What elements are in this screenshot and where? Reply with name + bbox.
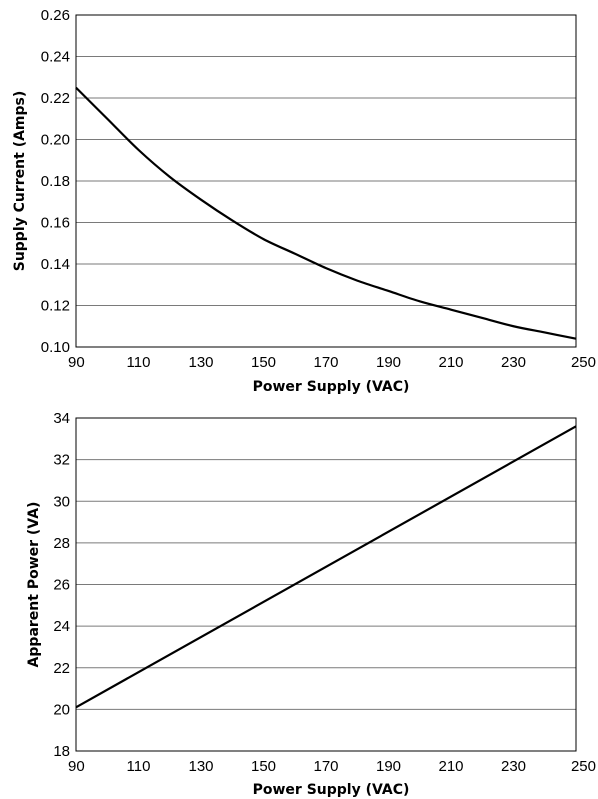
y-tick-label: 0.24 [41,49,70,66]
y-tick-label: 20 [53,701,70,718]
x-axis-title: Power Supply (VAC) [253,379,410,395]
plot-frame [75,417,577,752]
y-tick-label: 0.26 [41,7,70,24]
y-axis-title: Supply Current (Amps) [12,91,28,272]
x-tick-label: 210 [438,354,463,371]
y-tick-label: 34 [53,410,70,427]
x-tick-label: 190 [376,354,401,371]
x-tick-label: 210 [438,758,463,775]
supply-current-chart: 0.10 0.12 0.14 0.16 0.18 0.20 0.22 0.24 0.26 90 1… [12,7,596,395]
x-tick-label: 150 [251,354,276,371]
x-tick-label: 230 [501,354,526,371]
y-tick-labels: 0.10 0.12 0.14 0.16 0.18 0.20 0.22 0.24 0.26 [41,7,70,356]
y-tick-label: 26 [53,577,70,594]
x-tick-label: 110 [127,758,151,775]
x-tick-label: 170 [313,354,338,371]
x-tick-label: 90 [68,758,85,775]
plot-frame [75,14,577,348]
x-tick-label: 110 [127,354,151,371]
y-tick-label: 0.18 [41,173,70,190]
y-tick-label: 22 [53,660,70,677]
x-tick-label: 250 [571,354,596,371]
y-tick-label: 28 [53,535,70,552]
y-tick-label: 32 [53,452,70,469]
x-tick-label: 250 [571,758,596,775]
y-tick-label: 0.16 [41,215,70,232]
y-tick-label: 0.20 [41,132,70,149]
y-tick-label: 0.10 [41,339,70,356]
x-tick-label: 230 [501,758,526,775]
x-tick-label: 170 [313,758,338,775]
y-tick-label: 0.14 [41,256,70,273]
x-tick-label: 130 [188,758,213,775]
apparent-power-chart: 18 20 22 24 26 28 30 32 34 90 110 130 150 170 190 210 2… [26,410,596,798]
y-tick-label: 24 [53,618,70,635]
y-tick-label: 0.12 [41,298,70,315]
grid-lines [76,56,576,306]
x-axis-title: Power Supply (VAC) [253,782,410,798]
supply-current-series-line [75,86,577,340]
apparent-power-series-line [75,425,577,709]
x-tick-labels: 90 110 130 150 170 190 210 230 250 [68,354,596,371]
y-tick-labels: 18 20 22 24 26 28 30 32 34 [53,410,70,760]
x-tick-label: 190 [376,758,401,775]
x-tick-labels: 90 110 130 150 170 190 210 230 250 [68,758,596,775]
y-tick-label: 0.22 [41,90,70,107]
x-tick-label: 130 [188,354,213,371]
x-tick-label: 90 [68,354,85,371]
y-tick-label: 18 [53,743,70,760]
y-axis-title: Apparent Power (VA) [26,502,42,668]
y-tick-label: 30 [53,493,70,510]
x-tick-label: 150 [251,758,276,775]
grid-lines [76,459,576,710]
